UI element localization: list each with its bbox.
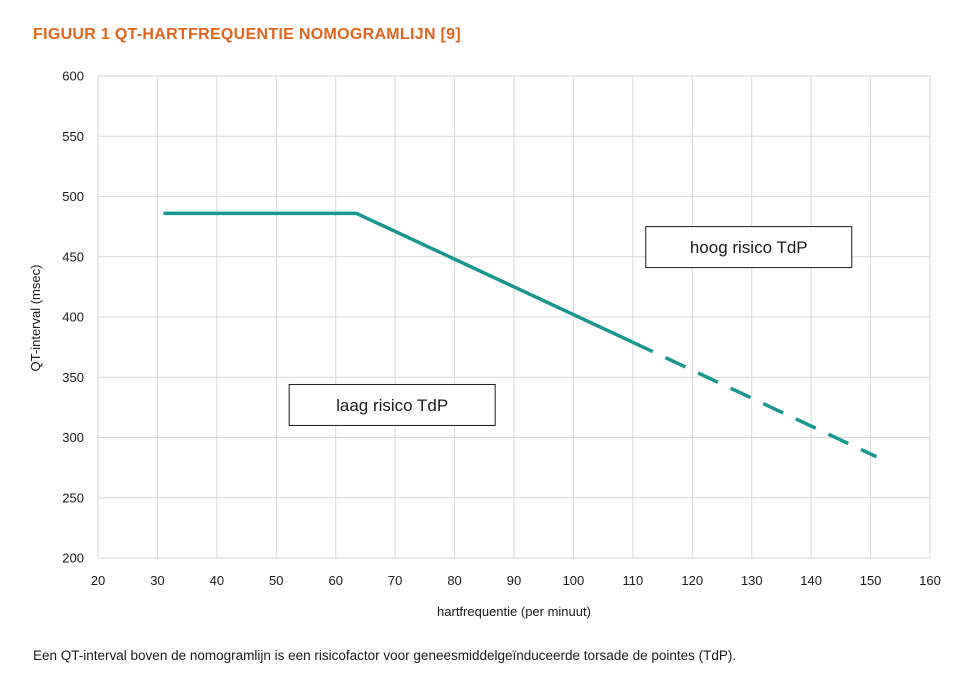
grid-lines — [97, 75, 931, 559]
y-tick-label: 450 — [62, 249, 84, 264]
region-annotations: hoog risico TdP laag risico TdP — [288, 226, 853, 426]
x-tick-label: 90 — [507, 573, 521, 588]
x-tick-label: 120 — [681, 573, 703, 588]
x-tick-label: 40 — [210, 573, 224, 588]
y-tick-label: 400 — [62, 310, 84, 325]
x-axis-label: hartfrequentie (per minuut) — [437, 604, 591, 619]
y-tick-label: 200 — [62, 551, 84, 566]
x-tick-label: 50 — [269, 573, 283, 588]
x-tick-label: 130 — [741, 573, 763, 588]
annotation-box: laag risico TdP — [288, 383, 496, 426]
x-tick-label: 60 — [328, 573, 342, 588]
x-tick-label: 140 — [800, 573, 822, 588]
nomogram-line-solid — [163, 211, 634, 344]
annotation-text: laag risico TdP — [336, 396, 448, 415]
x-tick-label: 160 — [919, 573, 941, 588]
annotation-text: hoog risico TdP — [690, 238, 808, 257]
x-tick-label: 150 — [860, 573, 882, 588]
series-lines — [163, 211, 878, 459]
nomogram-line-dashed — [632, 340, 878, 459]
x-tick-label: 20 — [91, 573, 105, 588]
x-tick-label: 80 — [447, 573, 461, 588]
figure-title: FIGUUR 1 QT-HARTFREQUENTIE NOMOGRAMLIJN … — [33, 26, 462, 43]
y-tick-label: 300 — [62, 430, 84, 445]
figure-caption: Een QT-interval boven de nomogramlijn is… — [33, 648, 737, 663]
y-tick-labels: 200 250 300 350 400 450 500 550 600 — [62, 69, 84, 566]
y-tick-label: 500 — [62, 189, 84, 204]
annotation-box: hoog risico TdP — [645, 226, 853, 269]
annotation-frame — [288, 383, 496, 426]
y-tick-label: 250 — [62, 490, 84, 505]
y-tick-label: 550 — [62, 129, 84, 144]
x-tick-label: 30 — [150, 573, 164, 588]
nomogram-chart: 200 250 300 350 400 450 500 550 600 20 30 40 50 60 70… — [28, 69, 941, 620]
annotation-frame — [645, 226, 853, 269]
y-axis-label: QT-interval (msec) — [28, 265, 43, 372]
x-tick-labels: 20 30 40 50 60 70 80 90 100 110 120 130 140 150 160 — [91, 573, 941, 588]
y-tick-label: 600 — [62, 69, 84, 84]
x-tick-label: 100 — [563, 573, 585, 588]
y-tick-label: 350 — [62, 370, 84, 385]
x-tick-label: 110 — [622, 573, 643, 588]
x-tick-label: 70 — [388, 573, 402, 588]
